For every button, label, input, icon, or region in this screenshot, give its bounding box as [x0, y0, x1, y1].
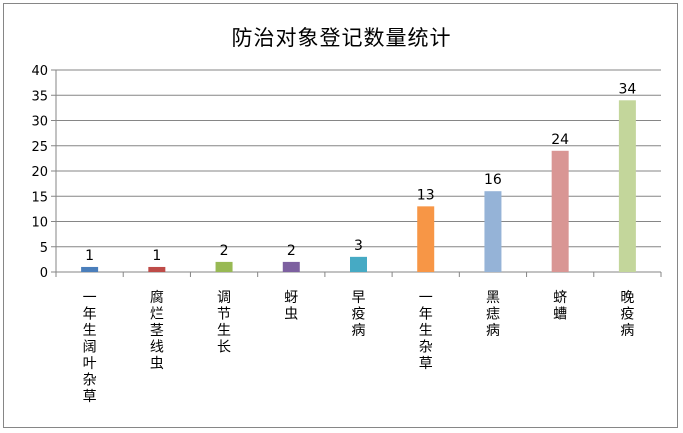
- y-tick-label: 15: [31, 190, 48, 205]
- data-label: 3: [354, 238, 363, 254]
- bar: [81, 266, 99, 272]
- y-tick-label: 40: [31, 64, 48, 79]
- data-label: 34: [618, 81, 636, 97]
- data-label: 1: [152, 248, 161, 264]
- data-label: 2: [287, 243, 296, 259]
- x-tick-label: 蛴螬: [553, 290, 567, 323]
- y-tick-label: 5: [40, 241, 48, 256]
- data-label: 13: [417, 187, 435, 203]
- x-tick-label: 蚜虫: [284, 290, 298, 323]
- x-tick-label: 早疫病: [352, 290, 366, 339]
- bar: [417, 206, 435, 272]
- y-tick-label: 25: [31, 140, 48, 155]
- y-tick-label: 0: [40, 266, 48, 281]
- data-label: 2: [220, 243, 229, 259]
- y-tick-label: 20: [31, 165, 48, 180]
- y-tick-label: 30: [31, 115, 48, 130]
- chart-title: 防治对象登记数量统计: [231, 26, 452, 50]
- x-tick-label: 调节生长: [217, 290, 231, 356]
- bar: [148, 266, 166, 272]
- x-tick-label: 黑痣病: [486, 290, 500, 339]
- bar: [215, 261, 233, 272]
- bar: [282, 261, 300, 272]
- x-tick-label: 腐烂茎线虫: [150, 289, 164, 372]
- x-tick-label: 一年生杂草: [419, 290, 433, 372]
- chart-frame: 防治对象登记数量统计 0 5 10 15 20 25 30 35 40 1 一年生阔叶杂草 1 腐烂茎线…: [3, 3, 678, 428]
- bar: [350, 256, 367, 272]
- data-label: 24: [551, 132, 569, 148]
- bar-chart: 0 5 10 15 20 25 30 35 40 1 一年生阔叶杂草 1 腐烂茎线虫 2 调节生长 2 蚜虫 3 早…: [31, 64, 662, 405]
- y-tick-label: 10: [31, 216, 48, 231]
- data-label: 1: [85, 248, 94, 264]
- bar: [484, 191, 502, 272]
- x-tick-label: 一年生阔叶杂草: [83, 290, 97, 405]
- bar: [551, 150, 569, 272]
- data-label: 16: [484, 172, 502, 188]
- y-tick-label: 35: [31, 89, 48, 104]
- x-tick-label: 晚疫病: [620, 290, 634, 339]
- bar: [618, 100, 636, 272]
